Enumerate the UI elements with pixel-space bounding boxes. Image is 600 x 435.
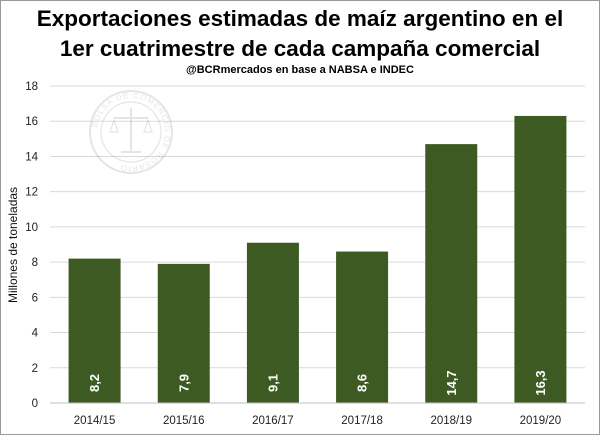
- y-tick-label: 4: [32, 328, 39, 340]
- watermark-seal-icon: BOLSA DE COMERCIO DE ROSARIO: [89, 90, 173, 174]
- y-axis-label: Millones de toneladas: [6, 187, 20, 303]
- data-label: 9,1: [265, 374, 280, 392]
- chart-subtitle: @BCRmercados en base a NABSA e INDEC: [186, 64, 414, 76]
- y-tick-label: 10: [25, 222, 38, 234]
- bar: [157, 263, 210, 403]
- y-tick-label: 16: [25, 116, 38, 128]
- x-tick-label: 2015/16: [163, 415, 205, 427]
- x-tick-label: 2017/18: [341, 415, 383, 427]
- bar: [68, 258, 121, 403]
- data-label: 14,7: [444, 370, 459, 395]
- y-tick-label: 18: [25, 81, 38, 93]
- y-tick-label: 8: [32, 257, 38, 269]
- bar: [425, 144, 478, 403]
- bar-series: 8,2 7,9 9,1 8,6 14,7 16,3: [68, 115, 567, 403]
- data-label: 7,9: [176, 374, 191, 392]
- x-tick-label: 2018/19: [430, 415, 472, 427]
- data-label: 8,2: [87, 374, 102, 392]
- y-tick-label: 14: [25, 151, 38, 163]
- x-tick-label: 2016/17: [252, 415, 294, 427]
- y-tick-label: 2: [32, 363, 38, 375]
- chart-title-line-2: 1er cuatrimestre de cada campaña comerci…: [59, 36, 541, 61]
- x-tick-label: 2019/20: [520, 415, 562, 427]
- x-axis-ticks: 2014/15 2015/16 2016/17 2017/18 2018/19 2019/…: [74, 415, 561, 427]
- data-label: 16,3: [533, 370, 548, 395]
- y-tick-label: 6: [32, 292, 38, 304]
- bar: [336, 251, 389, 403]
- y-axis-ticks: 0 2 4 6 8 10 12 14 16 18: [25, 81, 38, 410]
- x-tick-label: 2014/15: [74, 415, 116, 427]
- data-label: 8,6: [355, 374, 370, 392]
- bar: [514, 115, 567, 403]
- gridlines: [50, 85, 585, 369]
- chart-title-line-1: Exportaciones estimadas de maíz argentin…: [36, 6, 564, 31]
- y-tick-label: 0: [32, 398, 38, 410]
- y-tick-label: 12: [25, 187, 38, 199]
- bar: [246, 242, 299, 403]
